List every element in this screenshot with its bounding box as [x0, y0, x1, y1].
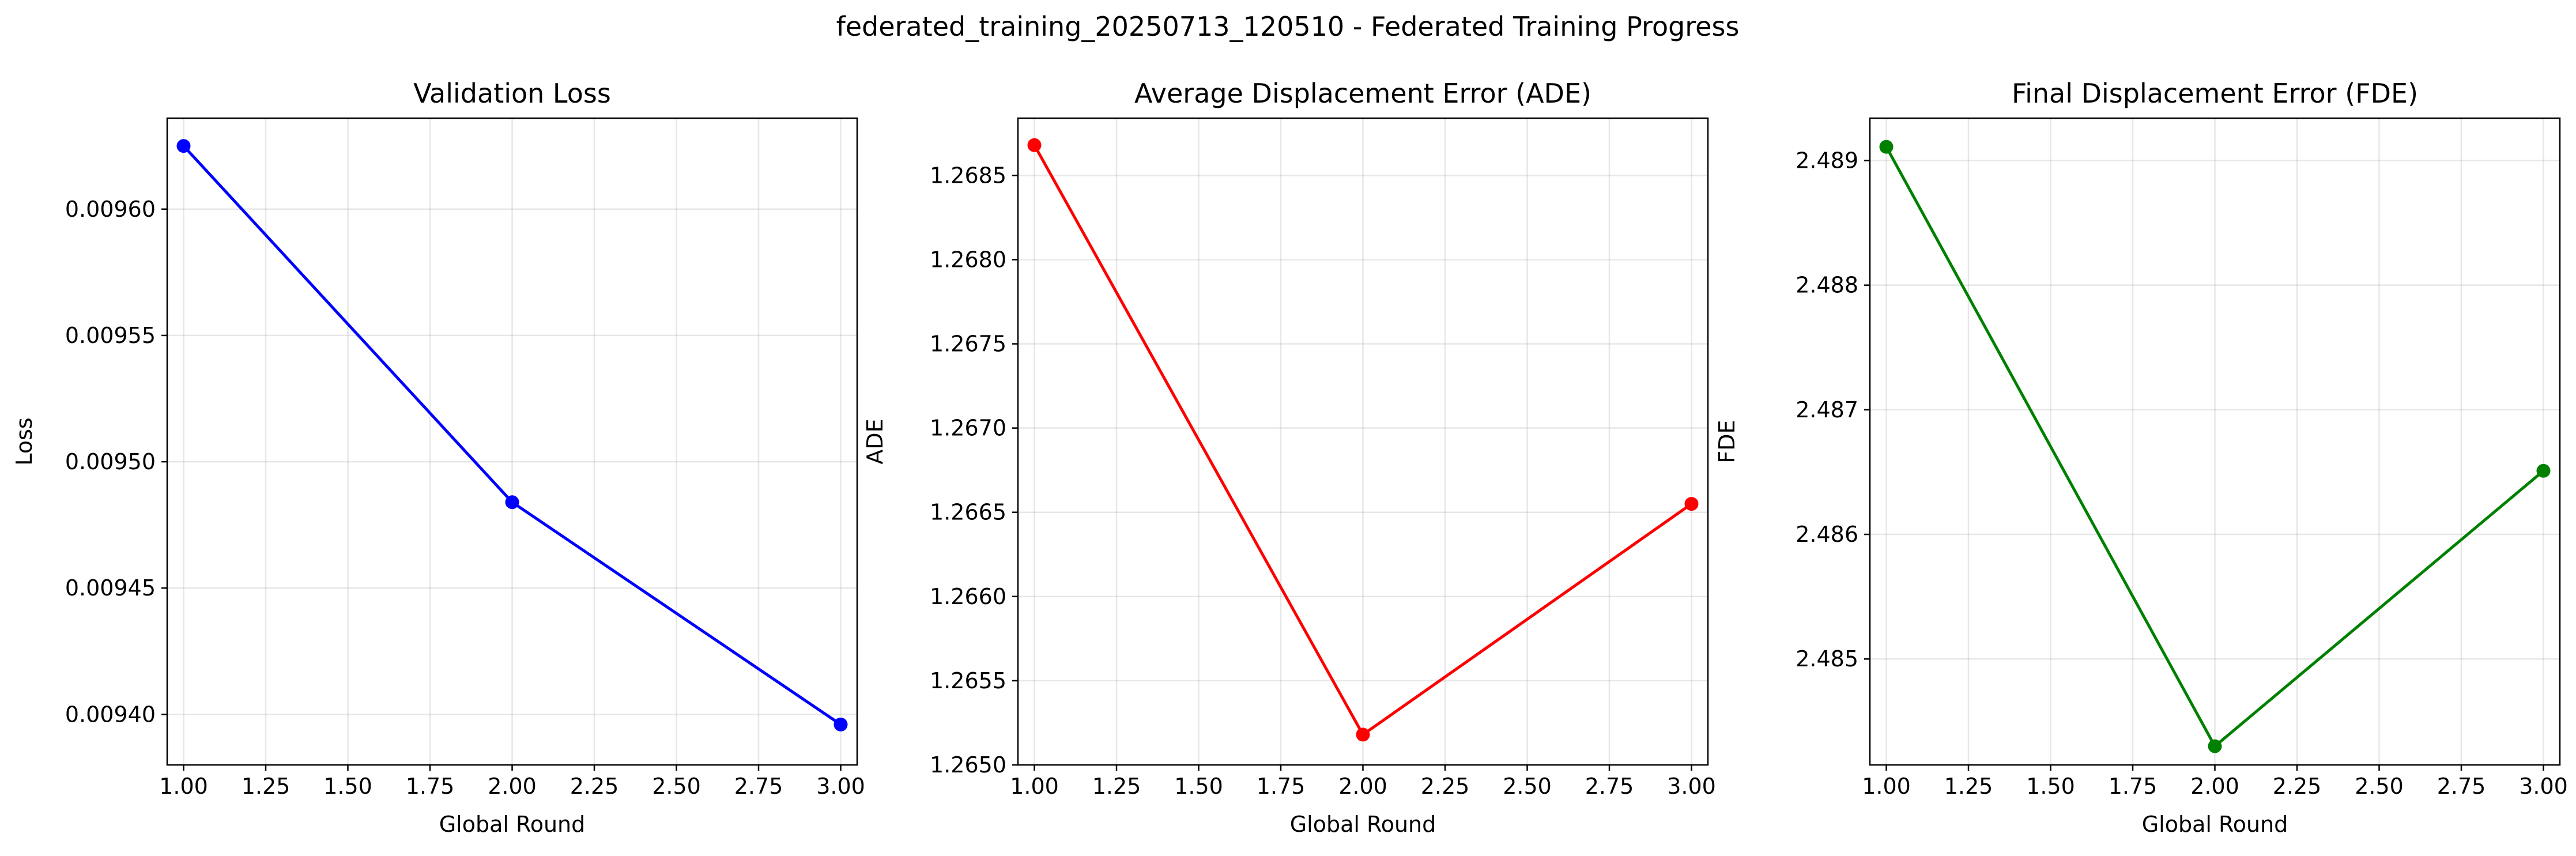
x-tick-label: 2.25: [570, 774, 619, 799]
data-point: [505, 495, 519, 510]
plot-title: Validation Loss: [413, 78, 611, 109]
x-tick-label: 2.50: [2355, 774, 2404, 799]
y-tick-label: 0.00960: [65, 197, 156, 222]
data-point: [1684, 497, 1699, 511]
plot-validation-loss: 1.00 1.25 1.50 1.75 2.00 2.25 2.50 2.75 3.00 0.00…: [12, 78, 865, 837]
y-tick-label: 1.2675: [930, 331, 1006, 357]
x-tick-label: 3.00: [816, 774, 865, 799]
plot-title: Average Displacement Error (ADE): [1134, 78, 1591, 109]
x-tick-label: 2.00: [2190, 774, 2239, 799]
x-tick-label: 1.25: [1092, 774, 1141, 799]
y-tick-label: 2.489: [1796, 148, 1858, 174]
y-axis-label: ADE: [862, 418, 888, 464]
data-point: [1027, 138, 1042, 152]
x-tick-label: 3.00: [2519, 774, 2568, 799]
y-tick-label: 2.485: [1796, 646, 1858, 672]
x-tick-label: 1.75: [1257, 774, 1306, 799]
y-tick-label: 0.00945: [65, 575, 156, 601]
x-tick-label: 1.50: [2026, 774, 2075, 799]
x-tick-label: 2.75: [2437, 774, 2486, 799]
data-point: [833, 717, 848, 731]
x-tick-label: 1.00: [1010, 774, 1059, 799]
data-point: [2536, 463, 2551, 478]
x-tick-label: 2.75: [1585, 774, 1634, 799]
y-tick-label: 1.2665: [930, 500, 1006, 525]
x-axis-label: Global Round: [1290, 812, 1436, 837]
x-tick-label: 2.25: [1421, 774, 1470, 799]
x-tick-label: 3.00: [1667, 774, 1716, 799]
data-point: [1356, 727, 1370, 742]
y-tick-label: 1.2680: [930, 247, 1006, 272]
plot-fde: 1.00 1.25 1.50 1.75 2.00 2.25 2.50 2.75 3.00 2.48…: [1714, 78, 2568, 837]
y-tick-label: 0.00940: [65, 702, 156, 727]
y-tick-label: 1.2670: [930, 416, 1006, 441]
y-tick-label: 2.486: [1796, 522, 1858, 547]
x-tick-label: 2.00: [1338, 774, 1387, 799]
y-axis-label: FDE: [1714, 420, 1740, 463]
x-tick-label: 1.75: [2109, 774, 2158, 799]
y-tick-label: 1.2650: [930, 752, 1006, 778]
x-tick-label: 1.00: [159, 774, 208, 799]
x-tick-label: 1.25: [242, 774, 291, 799]
y-tick-label: 1.2660: [930, 584, 1006, 609]
y-tick-label: 0.00955: [65, 323, 156, 348]
y-tick-label: 1.2655: [930, 668, 1006, 693]
x-tick-label: 2.00: [488, 774, 537, 799]
data-point: [2208, 739, 2222, 753]
x-tick-label: 1.50: [1174, 774, 1223, 799]
x-axis-label: Global Round: [439, 812, 586, 837]
x-tick-label: 2.50: [652, 774, 701, 799]
plot-title: Final Displacement Error (FDE): [2012, 78, 2418, 109]
x-tick-label: 1.75: [406, 774, 455, 799]
x-tick-label: 2.75: [734, 774, 783, 799]
y-axis-label: Loss: [12, 417, 37, 465]
x-tick-label: 1.25: [1944, 774, 1993, 799]
data-point: [1879, 139, 1894, 154]
x-tick-label: 2.50: [1503, 774, 1552, 799]
x-tick-label: 2.25: [2273, 774, 2322, 799]
y-tick-label: 1.2685: [930, 163, 1006, 188]
y-tick-label: 2.487: [1796, 397, 1858, 423]
data-point: [176, 139, 191, 153]
x-tick-label: 1.50: [323, 774, 372, 799]
plot-ade: 1.00 1.25 1.50 1.75 2.00 2.25 2.50 2.75 3.00 1.26…: [862, 78, 1716, 837]
figure-title: federated_training_20250713_120510 - Fed…: [836, 11, 1740, 42]
x-tick-label: 1.00: [1862, 774, 1911, 799]
y-tick-label: 0.00950: [65, 449, 156, 474]
x-axis-label: Global Round: [2142, 812, 2288, 837]
y-tick-label: 2.488: [1796, 273, 1858, 298]
